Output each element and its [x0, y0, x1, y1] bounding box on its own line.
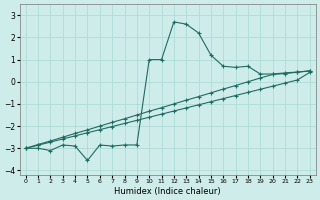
X-axis label: Humidex (Indice chaleur): Humidex (Indice chaleur)	[114, 187, 221, 196]
